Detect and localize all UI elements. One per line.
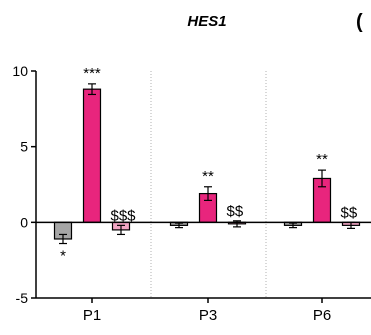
significance-label: ** — [202, 168, 214, 185]
significance-label: ** — [316, 151, 328, 168]
significance-label: $$ — [341, 204, 358, 221]
x-tick-label: P1 — [83, 307, 101, 324]
y-tick-label: 0 — [20, 214, 28, 230]
chart-title: HES1 — [187, 13, 226, 30]
axes: -5 0 5 10 P1 P3 P6 — [12, 63, 371, 324]
y-tick-label: -5 — [16, 290, 29, 306]
y-tick-label: 5 — [20, 139, 28, 155]
y-tick-label: 10 — [12, 63, 28, 79]
significance-label: *** — [83, 65, 101, 82]
x-tick-label: P6 — [313, 307, 331, 324]
significance-label: $$$ — [111, 207, 137, 224]
panel-label: ( — [356, 11, 363, 33]
bar — [82, 88, 102, 223]
bars: ****$$$**$$**$$ — [53, 65, 361, 265]
x-tick-label: P3 — [199, 307, 217, 324]
significance-label: $$ — [227, 203, 244, 220]
group-separators — [150, 71, 267, 298]
significance-label: * — [60, 248, 66, 265]
